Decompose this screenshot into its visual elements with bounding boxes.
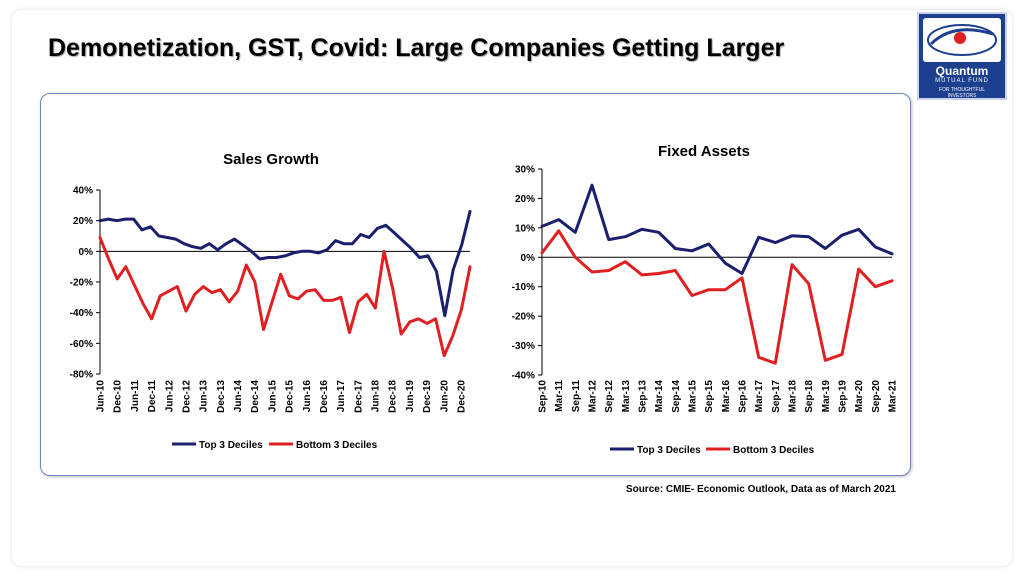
x-tick-label: Dec-14 <box>250 380 261 413</box>
x-tick-label: Jun-15 <box>267 380 278 413</box>
x-tick-label: Sep-17 <box>771 380 782 413</box>
x-tick-label: Jun-17 <box>336 380 347 413</box>
x-tick-label: Mar-13 <box>621 380 632 413</box>
x-tick-label: Mar-14 <box>654 380 665 413</box>
x-tick-label: Mar-21 <box>888 380 899 413</box>
y-tick-label: 30% <box>515 165 535 176</box>
y-tick-label: -40% <box>70 308 93 319</box>
x-tick-label: Jun-12 <box>164 380 175 413</box>
x-tick-label: Dec-17 <box>353 380 364 413</box>
y-tick-label: 20% <box>73 216 93 227</box>
sales-growth-chart: Sales Growth40%20%0%-20%-40%-60%-80%Jun-… <box>70 151 472 451</box>
x-tick-label: Jun-18 <box>371 380 382 413</box>
y-tick-label: -80% <box>70 370 93 381</box>
x-tick-label: Dec-19 <box>422 380 433 413</box>
x-tick-label: Sep-14 <box>671 380 682 413</box>
y-tick-label: -20% <box>512 312 535 323</box>
series-line-top-3-deciles <box>540 183 894 275</box>
x-tick-label: Sep-12 <box>604 380 615 413</box>
chart-title: Sales Growth <box>223 151 319 168</box>
y-tick-label: 20% <box>515 194 535 205</box>
x-tick-label: Dec-15 <box>285 380 296 413</box>
x-tick-label: Sep-19 <box>838 380 849 413</box>
y-tick-label: -20% <box>70 278 93 289</box>
x-tick-label: Sep-11 <box>571 380 582 413</box>
x-tick-label: Jun-10 <box>96 380 107 413</box>
logo-emblem <box>923 18 1001 62</box>
x-tick-label: Jun-19 <box>405 380 416 413</box>
logo-subtitle: MUTUAL FUND <box>935 78 989 84</box>
x-tick-label: Mar-19 <box>821 380 832 413</box>
charts-panel <box>40 93 911 476</box>
legend-label-top: Top 3 Deciles <box>199 440 263 451</box>
logo-tagline-line1: FOR THOUGHTFUL <box>938 87 986 93</box>
fixed-assets-chart: Fixed Assets30%20%10%0%-10%-20%-30%-40%S… <box>512 143 899 456</box>
x-tick-label: Dec-16 <box>319 380 330 413</box>
quantum-logo: Quantum MUTUAL FUND FOR THOUGHTFUL INVES… <box>917 12 1007 100</box>
x-tick-label: Dec-20 <box>457 380 468 413</box>
legend-label-bottom: Bottom 3 Deciles <box>733 445 815 456</box>
logo-emblem-graphic <box>927 24 997 56</box>
legend-label-bottom: Bottom 3 Deciles <box>296 440 378 451</box>
x-tick-label: Mar-11 <box>554 380 565 412</box>
x-tick-label: Sep-13 <box>638 380 649 413</box>
logo-tagline: FOR THOUGHTFUL INVESTORS <box>919 87 1005 99</box>
x-tick-label: Jun-13 <box>199 380 210 413</box>
chart-title: Fixed Assets <box>658 143 750 160</box>
x-tick-label: Mar-12 <box>588 380 599 413</box>
x-tick-label: Mar-16 <box>721 380 732 413</box>
legend-label-top: Top 3 Deciles <box>637 445 701 456</box>
x-tick-label: Jun-11 <box>130 380 141 412</box>
x-tick-label: Jun-14 <box>233 380 244 413</box>
x-tick-label: Jun-16 <box>302 380 313 413</box>
x-tick-label: Jun-20 <box>439 380 450 413</box>
y-tick-label: 0% <box>521 253 536 264</box>
y-tick-label: -60% <box>70 339 93 350</box>
x-tick-label: Mar-18 <box>788 380 799 413</box>
y-tick-label: 10% <box>515 223 535 234</box>
x-tick-label: Mar-20 <box>854 380 865 413</box>
y-tick-label: 40% <box>73 186 93 197</box>
series-line-top-3-deciles <box>98 210 472 318</box>
slide-title: Demonetization, GST, Covid: Large Compan… <box>48 34 785 62</box>
x-tick-label: Sep-16 <box>738 380 749 413</box>
x-tick-label: Sep-18 <box>804 380 815 413</box>
x-tick-label: Dec-11 <box>147 380 158 413</box>
source-note: Source: CMIE- Economic Outlook, Data as … <box>625 484 896 495</box>
x-tick-label: Sep-20 <box>871 380 882 413</box>
x-tick-label: Mar-15 <box>688 380 699 413</box>
x-tick-label: Dec-18 <box>388 380 399 413</box>
logo-name: Quantum <box>935 64 989 78</box>
x-tick-label: Dec-12 <box>182 380 193 413</box>
y-tick-label: 0% <box>79 247 94 258</box>
series-line-bottom-3-deciles <box>540 229 894 365</box>
x-tick-label: Sep-10 <box>538 380 549 413</box>
x-tick-label: Dec-13 <box>216 380 227 413</box>
logo-tagline-line2: INVESTORS <box>947 93 977 99</box>
y-tick-label: -10% <box>512 282 535 293</box>
series-line-bottom-3-deciles <box>98 236 472 358</box>
x-tick-label: Dec-10 <box>113 380 124 413</box>
x-tick-label: Mar-17 <box>754 380 765 413</box>
y-tick-label: -30% <box>512 341 535 352</box>
x-tick-label: Sep-15 <box>704 380 715 413</box>
y-tick-label: -40% <box>512 371 535 382</box>
